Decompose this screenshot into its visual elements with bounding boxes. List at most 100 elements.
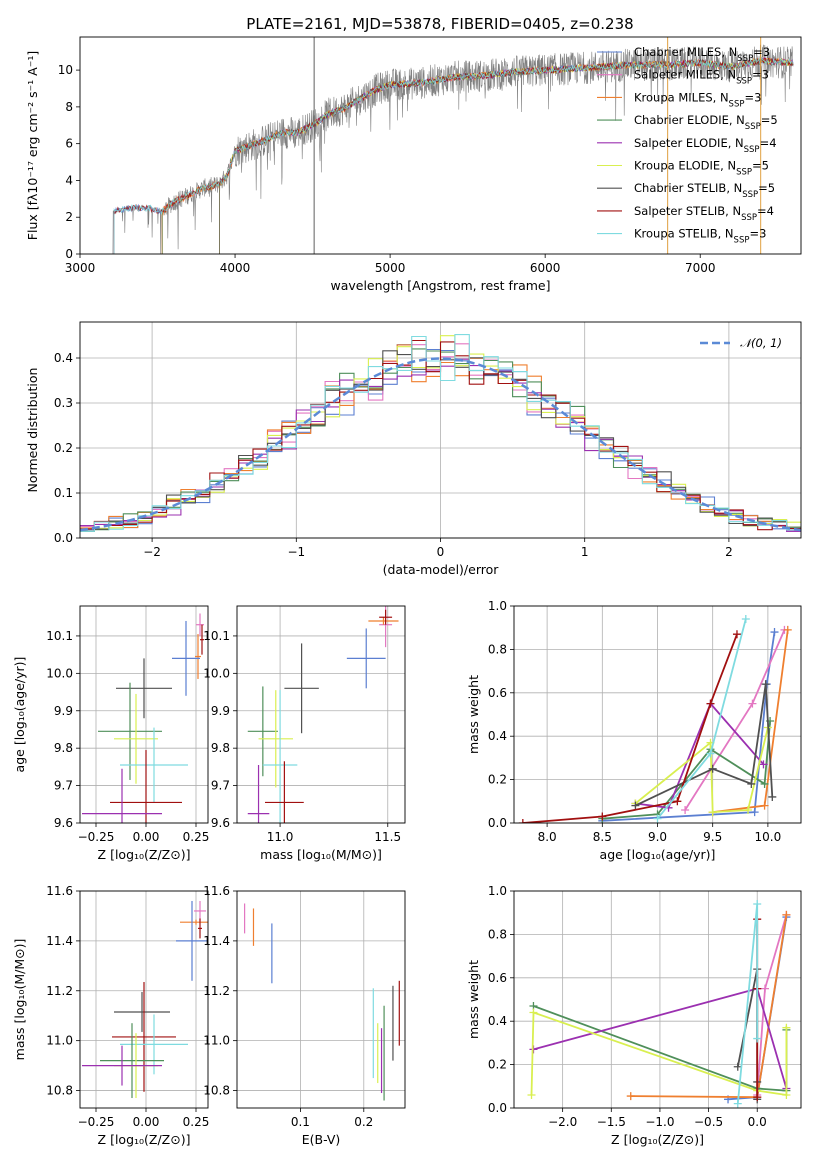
panel-1: −2 −1 0 1 2 0.0 0.1 0.2 0.3 0.4 𝒩(0, 1) (data-model…	[25, 321, 802, 577]
y-tick-label: 0.6	[488, 686, 507, 700]
panel-7: −2.0 −1.5 −1.0 −0.5 0.0 0.0 0.2 0.4 0.6 0.8 1.0 Z […	[466, 884, 802, 1147]
weight-marker	[732, 630, 741, 639]
x-tick-label: −1.5	[597, 1115, 626, 1129]
legend-post: =4	[757, 204, 774, 218]
y-axis-label: mass weight	[466, 960, 481, 1039]
legend-post: =3	[749, 227, 766, 241]
x-tick-label: 11.5	[374, 830, 401, 844]
y-tick-label: 9.6	[54, 816, 73, 830]
weight-marker	[598, 812, 607, 821]
y-tick-label: 11.6	[203, 884, 230, 898]
chart-title: PLATE=2161, MJD=53878, FIBERID=0405, z=0…	[246, 15, 633, 33]
plot-area	[80, 334, 801, 532]
plot-area	[82, 900, 208, 1099]
legend-name: Salpeter STELIB, N	[634, 204, 741, 218]
weight-marker	[527, 1090, 536, 1099]
legend-sub: SSP	[744, 145, 760, 155]
x-tick-label: 0.00	[133, 830, 160, 844]
weight-marker	[529, 1008, 538, 1017]
weight-marker	[706, 749, 715, 758]
weight-marker	[673, 797, 682, 806]
y-tick-label: 0	[65, 247, 73, 261]
plot-area	[247, 606, 399, 823]
axes-frame	[79, 890, 209, 1109]
weight-marker	[748, 699, 757, 708]
y-tick-label: 9.7	[211, 779, 230, 793]
weight-marker	[733, 1099, 742, 1108]
y-tick-label: 1.0	[488, 599, 507, 613]
y-tick-label: 0.4	[488, 729, 507, 743]
legend-entry: Chabrier ELODIE, NSSP=5	[634, 113, 778, 132]
y-tick-label: 0.0	[488, 816, 507, 830]
legend-name: Kroupa MILES, N	[634, 90, 729, 104]
panel-3: 11.0 11.5 9.6 9.7 9.8 9.9 10.0 10.1 mass [log₁₀(…	[203, 605, 406, 862]
weight-marker	[733, 1062, 742, 1071]
y-tick-label: 10	[58, 63, 73, 77]
weight-marker	[518, 819, 527, 823]
y-tick-label: 9.6	[211, 816, 230, 830]
legend-entry: Salpeter ELODIE, NSSP=4	[634, 136, 777, 155]
y-tick-label: 10.1	[203, 629, 230, 643]
plot-area	[527, 900, 791, 1108]
legend-sub: SSP	[745, 122, 761, 132]
axes-frame	[513, 890, 802, 1109]
x-tick-label: −0.25	[78, 1115, 115, 1129]
legend-post: =5	[758, 181, 775, 195]
x-axis-label: age [log₁₀(age/yr)]	[600, 847, 716, 862]
weight-series-0	[602, 631, 776, 822]
weight-marker	[761, 984, 770, 993]
x-tick-label: 5000	[375, 261, 406, 275]
grid-lines	[237, 890, 405, 1108]
weight-marker	[753, 1093, 762, 1102]
x-tick-label: −2.0	[548, 1115, 577, 1129]
model-spectrum-8	[113, 56, 794, 254]
panel-4: 8.0 8.5 9.0 9.5 10.0 0.0 0.2 0.4 0.6 0.8 1.0 age [l…	[466, 599, 802, 862]
axes-frame	[79, 605, 209, 824]
y-tick-label: 0.2	[488, 773, 507, 787]
histogram-8	[80, 334, 801, 532]
y-axis-label: Flux [fλ10⁻¹⁷ erg cm⁻² s⁻¹ A⁻¹]	[25, 51, 40, 240]
legend-post: =5	[761, 113, 778, 127]
x-tick-label: 6000	[530, 261, 561, 275]
legend-post: =3	[753, 45, 770, 59]
x-tick-label: 0.1	[291, 1115, 310, 1129]
y-tick-label: 0.2	[54, 441, 73, 455]
weight-series-8	[736, 903, 759, 1104]
x-tick-label: −1	[287, 545, 305, 559]
x-tick-label: 4000	[220, 261, 251, 275]
panel-2: −0.25 0.00 0.25 9.6 9.7 9.8 9.9 10.0 10.1 Z [log₁…	[12, 605, 209, 862]
model-spectrum-4	[219, 57, 793, 254]
histogram-7	[80, 339, 801, 531]
weight-marker	[782, 910, 791, 919]
y-tick-label: 6	[65, 137, 73, 151]
legend-post: =4	[760, 136, 777, 150]
y-tick-label: 0.0	[488, 1101, 507, 1115]
x-tick-label: 0.0	[748, 1115, 767, 1129]
y-tick-label: 8	[65, 100, 73, 114]
weight-marker	[761, 680, 770, 689]
x-tick-label: 7000	[685, 261, 716, 275]
y-tick-label: 9.8	[54, 741, 73, 755]
y-tick-label: 10.8	[203, 1084, 230, 1098]
y-tick-label: 10.0	[46, 666, 73, 680]
legend-name: Chabrier STELIB, N	[634, 181, 742, 195]
y-tick-label: 11.0	[203, 1034, 230, 1048]
y-tick-label: 11.0	[46, 1034, 73, 1048]
plot-area	[112, 37, 794, 254]
x-tick-label: 2	[725, 545, 733, 559]
legend-sub: SSP	[742, 190, 758, 200]
x-tick-label: 11.0	[267, 830, 294, 844]
y-tick-label: 11.4	[46, 934, 73, 948]
y-tick-label: 11.6	[46, 884, 73, 898]
y-tick-label: 0.0	[54, 531, 73, 545]
x-axis-label: Z [log₁₀(Z/Z⊙)]	[98, 847, 191, 862]
weight-marker	[768, 792, 777, 801]
x-tick-label: 8.0	[538, 830, 557, 844]
axes-frame	[513, 605, 802, 824]
weight-series-4	[635, 701, 765, 809]
weight-marker	[760, 801, 769, 810]
plot-area	[82, 613, 204, 823]
weight-marker	[706, 699, 715, 708]
weight-marker	[708, 764, 717, 773]
